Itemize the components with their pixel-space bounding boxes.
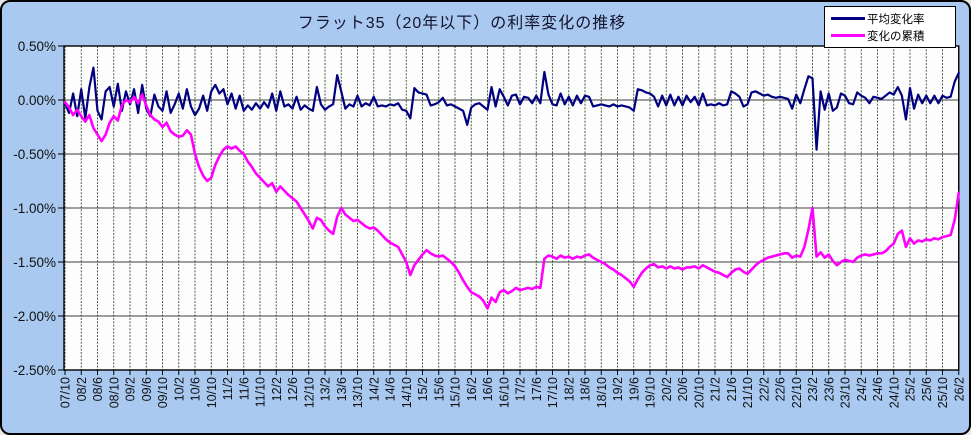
x-axis-label: 16/2 — [465, 377, 479, 401]
plot-border — [63, 45, 960, 371]
x-axis-label: 15/6 — [432, 377, 446, 401]
x-axis-label: 08/6 — [91, 377, 105, 401]
x-axis-label: 09/2 — [124, 377, 138, 401]
x-axis-label: 14/2 — [367, 377, 381, 401]
x-axis-label: 18/6 — [579, 377, 593, 401]
legend-label-average-change: 平均変化率 — [867, 13, 925, 26]
x-axis-label: 10/2 — [172, 377, 186, 401]
x-axis-label: 18/10 — [595, 377, 609, 408]
series-line-average-change — [63, 66, 960, 151]
x-axis-label: 24/6 — [871, 377, 885, 401]
x-axis-label: 17/10 — [546, 377, 560, 408]
legend-label-cumulative-change: 変化の累積 — [867, 30, 925, 43]
x-axis-label: 21/6 — [725, 377, 739, 401]
x-axis-label: 22/10 — [790, 377, 804, 408]
x-axis-label: 21/2 — [709, 377, 723, 401]
series-line-cumulative-change — [63, 93, 961, 310]
x-axis-label: 20/2 — [660, 377, 674, 401]
x-axis-label: 16/10 — [497, 377, 511, 408]
x-axis-label: 15/10 — [449, 377, 463, 408]
x-axis-label: 22/2 — [757, 377, 771, 401]
x-axis-label: 12/6 — [286, 377, 300, 401]
x-axis-label: 23/6 — [822, 377, 836, 401]
x-axis-label: 09/10 — [156, 377, 170, 408]
x-axis-label: 20/10 — [692, 377, 706, 408]
x-axis-label: 12/10 — [302, 377, 316, 408]
legend-line-swatch-navy — [831, 17, 865, 20]
x-axis-label: 25/10 — [936, 377, 950, 408]
x-axis-label: 13/10 — [351, 377, 365, 408]
chart-title: フラット35（20年以下）の利率変化の推移 — [297, 15, 627, 32]
legend-item-average-change: 平均変化率 — [831, 10, 951, 27]
y-axis-label: -0.50% — [13, 147, 56, 162]
x-axis-label: 23/10 — [839, 377, 853, 408]
x-axis-label: 11/10 — [254, 377, 268, 407]
y-axis-label: 0.50% — [18, 39, 56, 54]
x-axis-label: 14/6 — [384, 377, 398, 401]
x-axis-label: 25/6 — [920, 377, 934, 401]
x-axis-label: 13/2 — [319, 377, 333, 401]
x-axis-label: 09/6 — [140, 377, 154, 401]
x-axis-label: 23/2 — [806, 377, 820, 401]
x-axis-label: 19/2 — [611, 377, 625, 401]
x-axis-label: 14/10 — [400, 377, 414, 408]
x-axis-label: 22/6 — [774, 377, 788, 401]
x-axis-label: 10/6 — [189, 377, 203, 401]
x-axis-label: 08/2 — [75, 377, 89, 401]
x-axis-label: 10/10 — [205, 377, 219, 408]
x-axis-label: 13/6 — [335, 377, 349, 401]
x-axis-label: 26/2 — [952, 377, 966, 401]
legend-item-cumulative-change: 変化の累積 — [831, 27, 951, 44]
x-axis-label: 17/2 — [514, 377, 528, 401]
y-axis-label: -2.00% — [13, 309, 56, 324]
x-axis-label: 17/6 — [530, 377, 544, 401]
x-axis-label: 16/6 — [481, 377, 495, 401]
y-axis-label: -1.00% — [13, 201, 56, 216]
x-axis-label: 20/6 — [676, 377, 690, 401]
y-axis-label: 0.00% — [18, 93, 56, 108]
x-axis-label: 15/2 — [416, 377, 430, 401]
x-axis-label: 19/10 — [644, 377, 658, 408]
x-axis-label: 25/2 — [904, 377, 918, 401]
x-axis-label: 19/6 — [627, 377, 641, 401]
x-axis-label: 11/6 — [237, 377, 251, 400]
x-axis-label: 08/10 — [107, 377, 121, 408]
x-axis-label: 24/2 — [855, 377, 869, 401]
legend-line-swatch-magenta — [831, 34, 865, 37]
x-axis-label: 11/2 — [221, 377, 235, 400]
x-axis-label: 21/10 — [741, 377, 755, 408]
x-axis-label: 07/10 — [59, 377, 73, 408]
legend: 平均変化率 変化の累積 — [824, 6, 956, 48]
y-axis-label: -2.50% — [13, 363, 56, 378]
x-axis-label: 24/10 — [887, 377, 901, 408]
x-axis-label: 12/2 — [270, 377, 284, 401]
x-axis-label: 18/2 — [562, 377, 576, 401]
y-axis-label: -1.50% — [13, 255, 56, 270]
